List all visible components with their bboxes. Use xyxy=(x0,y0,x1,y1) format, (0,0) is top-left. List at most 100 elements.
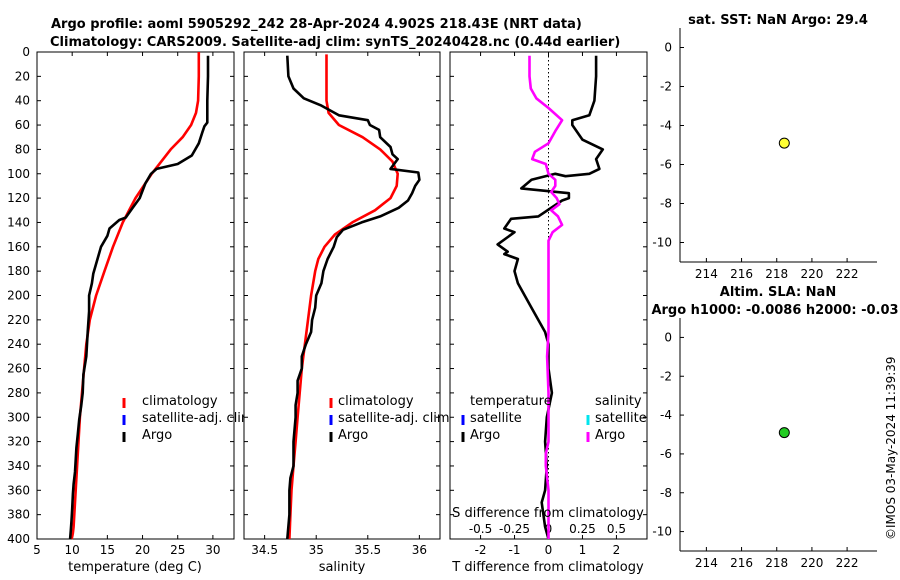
depth-tick-label: 380 xyxy=(7,508,30,522)
argo-profile-line xyxy=(68,55,210,540)
depth-tick-label: 180 xyxy=(7,264,30,278)
x-tick-label: 15 xyxy=(100,543,115,557)
map-x-tick-label: 214 xyxy=(695,267,718,281)
figure-title-line2: Climatology: CARS2009. Satellite-adj cli… xyxy=(50,35,620,50)
depth-tick-label: 260 xyxy=(7,362,30,376)
legend-t-argo-label: Argo xyxy=(470,428,500,443)
depth-tick-label: 400 xyxy=(7,532,30,546)
map-y-tick-label: 0 xyxy=(664,41,672,55)
x-tick-label: -1 xyxy=(509,543,521,557)
argo-location-marker xyxy=(778,137,790,149)
map-y-tick-label: -6 xyxy=(660,447,672,461)
map-y-tick-label: -10 xyxy=(652,236,672,250)
legend-temperature-title: temperature xyxy=(470,394,552,409)
legend-climatology-label: climatology xyxy=(142,394,218,409)
s-tick-label: 0.25 xyxy=(569,522,596,536)
temperature-x-label: temperature (deg C) xyxy=(68,560,202,575)
map-x-tick-label: 218 xyxy=(765,267,788,281)
sst-map-axes: sat. SST: NaN Argo: 29.4 0 -2 -4 -6 -8 -10 214… xyxy=(652,13,877,281)
x-tick-label: -2 xyxy=(475,543,487,557)
map-y-tick-label: -10 xyxy=(652,525,672,539)
legend-s-argo-label: Argo xyxy=(595,428,625,443)
s-tick-label: 0.5 xyxy=(607,522,626,536)
x-tick-label: 2 xyxy=(613,543,621,557)
s-difference-argo-line xyxy=(528,55,564,539)
legend-argo-label: Argo xyxy=(142,428,172,443)
temperature-legend: climatology satellite-adj. clim Argo xyxy=(122,394,254,443)
depth-tick-label: 200 xyxy=(7,289,30,303)
map-x-tick-label: 214 xyxy=(695,556,718,570)
x-tick-label: 0 xyxy=(545,543,553,557)
depth-tick-label: 80 xyxy=(15,142,30,156)
salinity-legend: climatology satellite-adj. clim Argo xyxy=(329,394,450,443)
legend-climatology-label: climatology xyxy=(338,394,414,409)
depth-tick-label: 240 xyxy=(7,337,30,351)
x-tick-label: 36 xyxy=(412,543,427,557)
map-x-tick-label: 218 xyxy=(765,556,788,570)
legend-satellite-label: satellite-adj. clim xyxy=(338,411,450,426)
depth-tick-label: 340 xyxy=(7,459,30,473)
depth-tick-label: 20 xyxy=(15,69,30,83)
map-x-tick-label: 222 xyxy=(836,556,859,570)
map-x-tick-label: 220 xyxy=(800,267,823,281)
x-tick-label: 25 xyxy=(170,543,185,557)
legend-t-satellite-label: satellite xyxy=(470,411,522,426)
s-tick-label: -0.5 xyxy=(469,522,492,536)
depth-tick-label: 0 xyxy=(22,45,30,59)
salinity-plot-box xyxy=(243,51,441,540)
map-y-tick-label: -4 xyxy=(660,408,672,422)
map-x-tick-label: 216 xyxy=(730,556,753,570)
map-y-tick-label: -4 xyxy=(660,119,672,133)
map-y-tick-label: -2 xyxy=(660,369,672,383)
t-difference-argo-line xyxy=(496,55,605,540)
imos-timestamp: ©IMOS 03-May-2024 11:39:39 xyxy=(884,356,898,540)
map-y-tick-label: 0 xyxy=(664,330,672,344)
depth-tick-label: 140 xyxy=(7,215,30,229)
climatology-profile-line xyxy=(70,52,201,540)
legend-argo-label: Argo xyxy=(338,428,368,443)
depth-tick-label: 120 xyxy=(7,191,30,205)
argo-profile-line xyxy=(286,55,421,540)
depth-tick-label: 160 xyxy=(7,240,30,254)
legend-salinity-title: salinity xyxy=(595,394,642,409)
depth-tick-label: 60 xyxy=(15,118,30,132)
salinity-axes: 34.5 35 35.5 36 salinity climatology satell… xyxy=(243,51,450,575)
map-y-tick-label: -8 xyxy=(660,486,672,500)
map-x-tick-label: 222 xyxy=(836,267,859,281)
climatology-profile-line xyxy=(288,54,400,540)
difference-legend: temperature satellite Argo salinity sate… xyxy=(461,394,647,443)
figure-title-line1: Argo profile: aoml 5905292_242 28-Apr-20… xyxy=(51,17,582,32)
x-tick-label: 34.5 xyxy=(251,543,278,557)
x-tick-label: 35 xyxy=(309,543,324,557)
x-tick-label: 5 xyxy=(33,543,41,557)
x-tick-label: 30 xyxy=(205,543,220,557)
s-tick-label: -0.25 xyxy=(499,522,530,536)
depth-tick-label: 220 xyxy=(7,313,30,327)
t-difference-x-label: T difference from climatology xyxy=(451,560,644,575)
sla-map-title-line1: Altim. SLA: NaN xyxy=(720,285,836,300)
map-y-tick-label: -2 xyxy=(660,80,672,94)
s-difference-label: S difference from climatology xyxy=(452,506,644,521)
x-tick-label: 1 xyxy=(579,543,587,557)
depth-tick-label: 300 xyxy=(7,410,30,424)
salinity-x-label: salinity xyxy=(319,560,366,575)
depth-tick-label: 40 xyxy=(15,94,30,108)
legend-satellite-label: satellite-adj. clim xyxy=(142,411,254,426)
sla-map-axes: Altim. SLA: NaN Argo h1000: -0.0086 h200… xyxy=(651,285,898,570)
x-tick-label: 35.5 xyxy=(354,543,381,557)
map-x-tick-label: 220 xyxy=(800,556,823,570)
x-tick-label: 20 xyxy=(135,543,150,557)
map-y-tick-label: -8 xyxy=(660,197,672,211)
temperature-axes: 0 20 40 60 80 100 120 140 160 180 200 220 240 260 280 3… xyxy=(7,45,254,575)
map-y-tick-label: -6 xyxy=(660,158,672,172)
sla-map-title-line2: Argo h1000: -0.0086 h2000: -0.03 xyxy=(651,303,898,318)
depth-tick-label: 320 xyxy=(7,435,30,449)
map-x-tick-label: 216 xyxy=(730,267,753,281)
x-tick-label: 10 xyxy=(65,543,80,557)
sst-map-title: sat. SST: NaN Argo: 29.4 xyxy=(688,13,868,28)
argo-location-marker xyxy=(778,427,790,439)
depth-tick-label: 280 xyxy=(7,386,30,400)
depth-tick-label: 360 xyxy=(7,483,30,497)
